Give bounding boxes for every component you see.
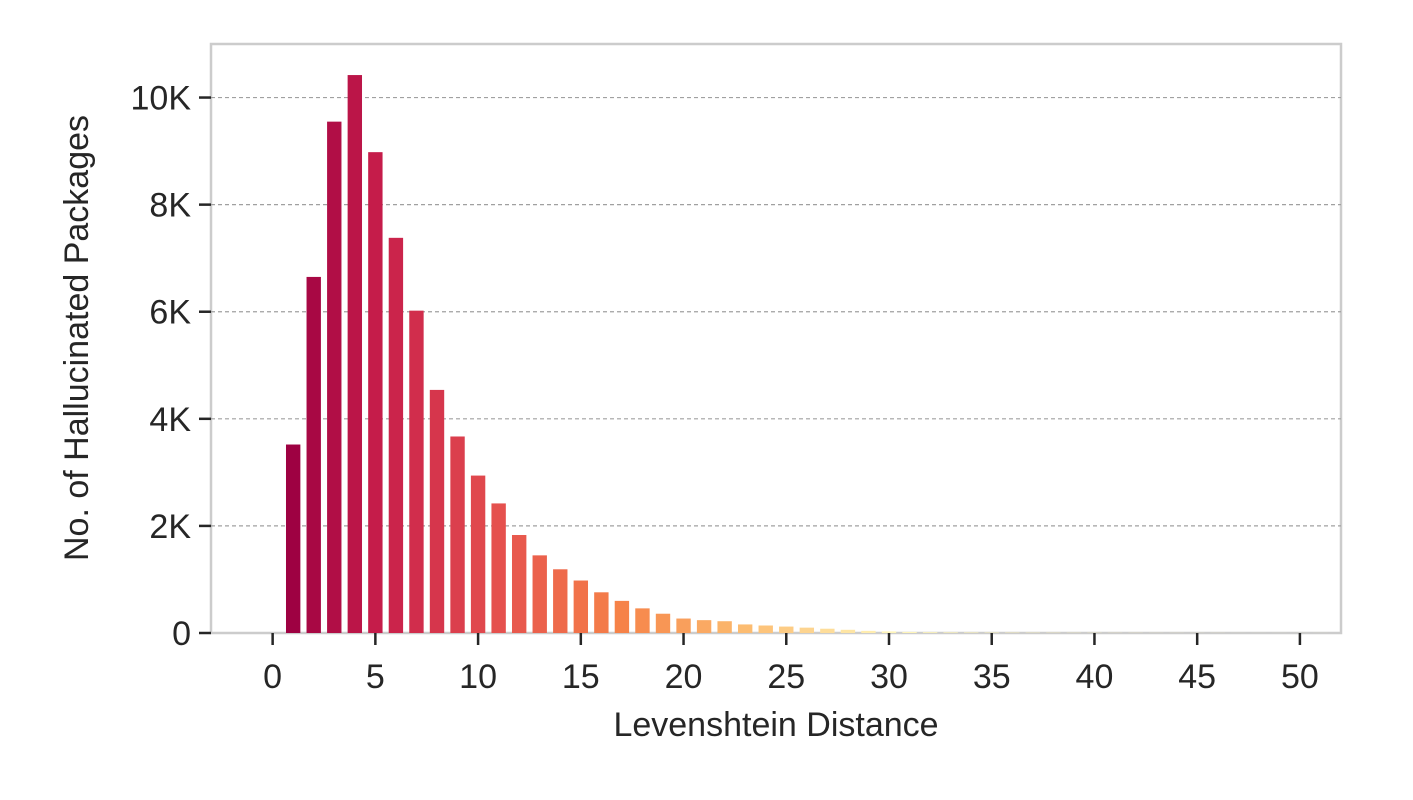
bar <box>429 389 445 633</box>
y-tick-label: 0 <box>172 615 191 653</box>
x-axis-ticks: 0 5 10 15 20 25 30 35 40 45 50 <box>263 633 1319 696</box>
bar <box>511 535 527 633</box>
bar <box>491 503 506 633</box>
bar <box>347 75 363 633</box>
bars <box>285 75 1328 634</box>
x-axis-title: Levenshtein Distance <box>613 706 938 744</box>
bar <box>820 628 835 633</box>
y-gridlines <box>211 96 1341 527</box>
bar <box>861 630 876 633</box>
bar <box>532 555 547 633</box>
x-tick-label: 30 <box>870 658 908 696</box>
x-tick-label: 5 <box>366 658 385 696</box>
x-tick-label: 50 <box>1281 658 1319 696</box>
x-tick-label: 40 <box>1076 658 1114 696</box>
bar <box>409 310 424 633</box>
bar <box>676 618 691 633</box>
y-tick-label: 2K <box>149 508 191 546</box>
bar <box>717 621 732 633</box>
x-tick-label: 45 <box>1178 658 1216 696</box>
y-tick-label: 10K <box>131 80 192 118</box>
x-tick-label: 20 <box>665 658 703 696</box>
bar <box>327 121 342 634</box>
bar <box>779 626 794 633</box>
y-tick-label: 8K <box>149 187 191 225</box>
x-tick-label: 10 <box>459 658 497 696</box>
x-tick-label: 15 <box>562 658 600 696</box>
bar <box>388 237 404 634</box>
x-tick-label: 25 <box>767 658 805 696</box>
x-tick-label: 35 <box>973 658 1011 696</box>
bar <box>368 152 383 634</box>
bar <box>758 625 773 633</box>
bar <box>881 631 897 633</box>
y-tick-label: 4K <box>149 401 191 439</box>
bar <box>922 632 938 633</box>
bar <box>963 632 979 633</box>
bar <box>573 580 589 633</box>
bar <box>614 600 630 633</box>
bar <box>285 444 301 633</box>
bar <box>799 627 815 633</box>
bar <box>696 620 712 633</box>
y-axis-title: No. of Hallucinated Packages <box>58 115 96 561</box>
y-axis-ticks: 0 2K 4K 6K 8K 10K <box>131 80 211 653</box>
bar <box>553 569 568 633</box>
y-tick-label: 6K <box>149 294 191 332</box>
bar <box>655 613 671 633</box>
bar <box>840 629 856 633</box>
x-tick-label: 0 <box>263 658 282 696</box>
bar <box>594 592 609 633</box>
bar <box>470 475 486 633</box>
bar <box>902 631 917 633</box>
bar <box>450 436 465 633</box>
bar <box>737 624 753 633</box>
bar <box>306 276 321 633</box>
bar <box>943 632 958 633</box>
bar <box>635 608 650 633</box>
